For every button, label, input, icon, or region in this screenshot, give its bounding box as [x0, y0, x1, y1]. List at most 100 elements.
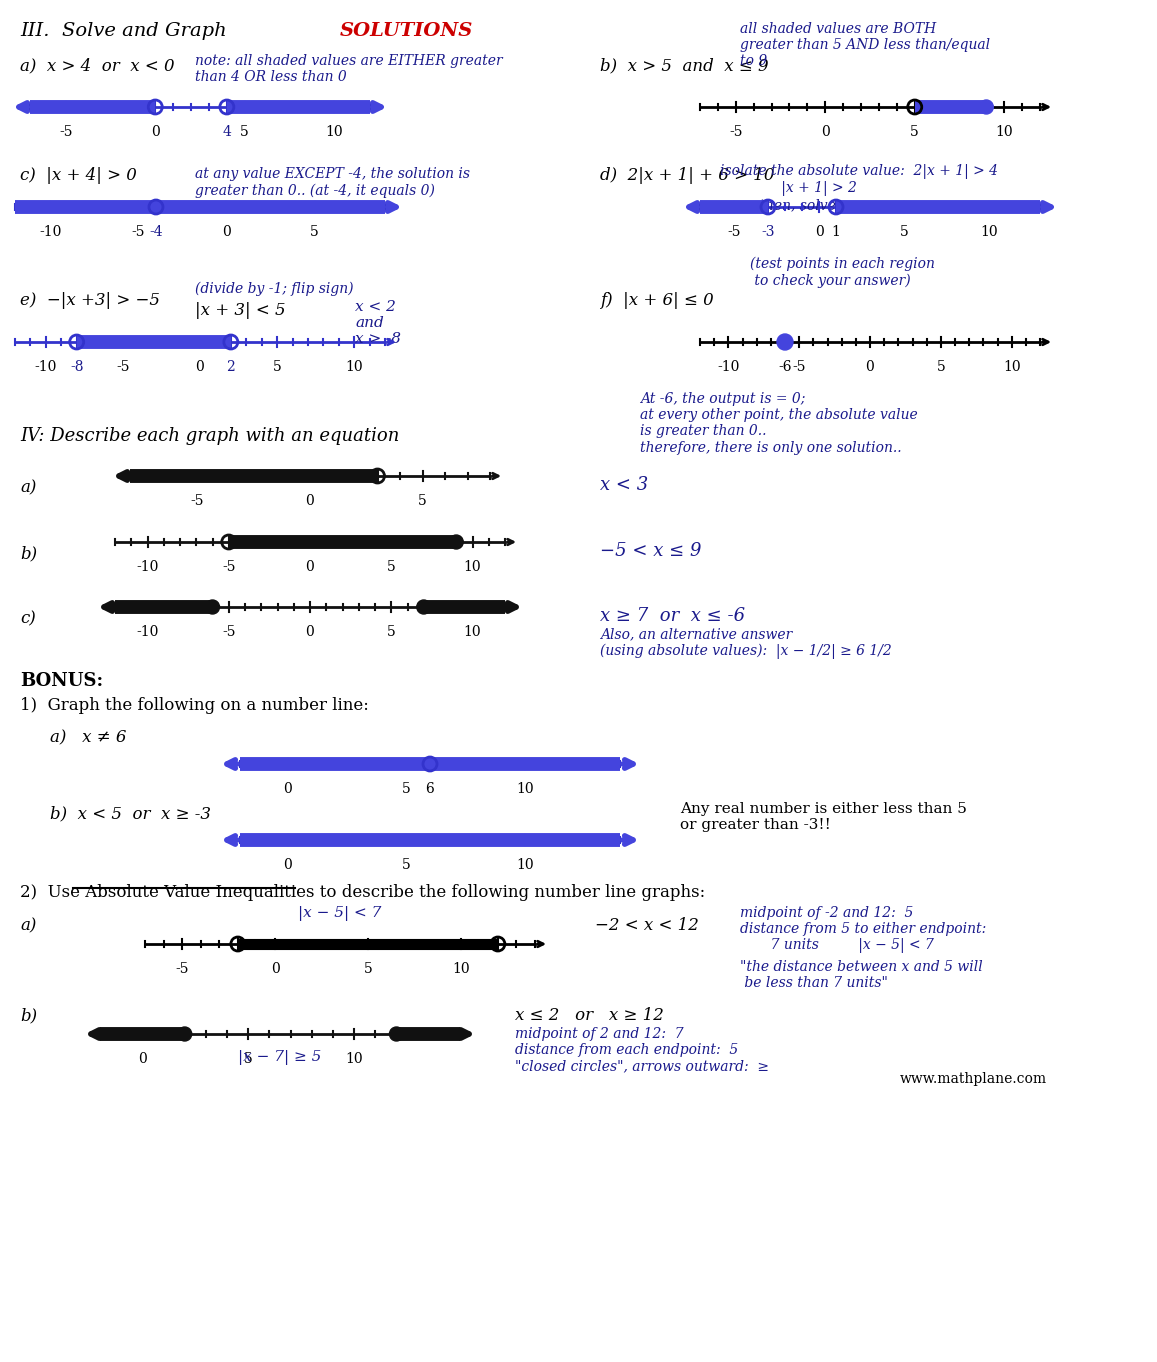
Text: 1)  Graph the following on a number line:: 1) Graph the following on a number line: — [20, 697, 369, 714]
Text: 5: 5 — [244, 1051, 252, 1066]
Text: all shaded values are BOTH
greater than 5 AND less than/equal
to 9: all shaded values are BOTH greater than … — [740, 22, 990, 68]
Text: 10: 10 — [325, 125, 342, 139]
Text: |x − 5| < 7: |x − 5| < 7 — [299, 906, 382, 921]
Text: 2: 2 — [227, 360, 235, 375]
Text: www.mathplane.com: www.mathplane.com — [900, 1072, 1047, 1086]
Text: x ≥ 7  or  x ≤ -6: x ≥ 7 or x ≤ -6 — [600, 607, 745, 625]
Text: "the distance between x and 5 will
 be less than 7 units": "the distance between x and 5 will be le… — [740, 960, 982, 990]
Text: -3: -3 — [761, 225, 775, 238]
Text: -5: -5 — [132, 225, 145, 238]
Text: BONUS:: BONUS: — [20, 671, 103, 691]
Text: −2 < x < 12: −2 < x < 12 — [595, 917, 699, 934]
Text: -5: -5 — [116, 360, 130, 375]
Text: 0: 0 — [305, 625, 315, 639]
Text: note: all shaded values are EITHER greater
than 4 OR less than 0: note: all shaded values are EITHER great… — [196, 54, 502, 84]
Text: 0: 0 — [150, 125, 160, 139]
Text: 5: 5 — [401, 782, 411, 795]
Text: 5: 5 — [386, 625, 396, 639]
Text: a)  x > 4  or  x < 0: a) x > 4 or x < 0 — [20, 57, 175, 74]
Text: 0: 0 — [865, 360, 875, 375]
Text: d)  2|x + 1| + 6 > 10: d) 2|x + 1| + 6 > 10 — [600, 168, 774, 184]
Text: Also, an alternative answer
(using absolute values):  |x − 1/2| ≥ 6 1/2: Also, an alternative answer (using absol… — [600, 627, 892, 659]
Text: 10: 10 — [464, 625, 481, 639]
Text: x < 2
and
x > -8: x < 2 and x > -8 — [355, 300, 401, 346]
Text: 5: 5 — [911, 125, 919, 139]
Text: -6: -6 — [779, 360, 791, 375]
Text: -10: -10 — [35, 360, 57, 375]
Text: 5: 5 — [273, 360, 281, 375]
Text: 5: 5 — [418, 494, 427, 508]
Circle shape — [778, 334, 793, 350]
Text: 5: 5 — [386, 560, 396, 573]
Text: 10: 10 — [516, 782, 533, 795]
Text: at any value EXCEPT -4, the solution is
greater than 0.. (at -4, it equals 0): at any value EXCEPT -4, the solution is … — [196, 168, 470, 197]
Text: isolate the absolute value:  2|x + 1| > 4
              |x + 1| > 2
         the: isolate the absolute value: 2|x + 1| > 4… — [720, 163, 998, 212]
Text: a): a) — [20, 917, 36, 934]
Text: midpoint of -2 and 12:  5
distance from 5 to either endpoint:
       7 units    : midpoint of -2 and 12: 5 distance from 5… — [740, 906, 986, 953]
Circle shape — [417, 601, 430, 614]
Text: -5: -5 — [222, 625, 236, 639]
Text: b): b) — [20, 545, 37, 563]
Text: 0: 0 — [138, 1051, 147, 1066]
Text: 0: 0 — [283, 858, 292, 872]
Text: Any real number is either less than 5
or greater than -3!!: Any real number is either less than 5 or… — [680, 802, 967, 832]
Text: a): a) — [20, 479, 36, 496]
Text: |x + 3| < 5: |x + 3| < 5 — [196, 302, 286, 319]
Text: (divide by -1; flip sign): (divide by -1; flip sign) — [196, 282, 354, 297]
Text: SOLUTIONS: SOLUTIONS — [340, 22, 473, 39]
Circle shape — [178, 1027, 192, 1041]
Text: 10: 10 — [980, 225, 997, 238]
Text: -5: -5 — [793, 360, 806, 375]
Text: -10: -10 — [39, 225, 61, 238]
Text: -4: -4 — [149, 225, 163, 238]
Text: -5: -5 — [176, 962, 189, 977]
Text: 10: 10 — [345, 360, 363, 375]
Text: 0: 0 — [222, 225, 230, 238]
Text: 10: 10 — [516, 858, 533, 872]
Text: III.  Solve and Graph: III. Solve and Graph — [20, 22, 227, 39]
Circle shape — [390, 1027, 404, 1041]
Text: IV: Describe each graph with an equation: IV: Describe each graph with an equation — [20, 428, 399, 445]
Text: At -6, the output is = 0;
at every other point, the absolute value
is greater th: At -6, the output is = 0; at every other… — [640, 392, 918, 455]
Text: 5: 5 — [363, 962, 373, 977]
Text: -5: -5 — [728, 225, 740, 238]
Text: 5: 5 — [900, 225, 908, 238]
Text: e)  −|x +3| > −5: e) −|x +3| > −5 — [20, 291, 160, 309]
Text: 0: 0 — [815, 225, 824, 238]
Text: -5: -5 — [729, 125, 743, 139]
Text: 2)  Use Absolute Value Inequalities to describe the following number line graphs: 2) Use Absolute Value Inequalities to de… — [20, 884, 706, 902]
Text: b): b) — [20, 1007, 37, 1024]
Text: 10: 10 — [1003, 360, 1020, 375]
Text: 6: 6 — [426, 782, 434, 795]
Text: -10: -10 — [137, 625, 159, 639]
Text: 5: 5 — [310, 225, 319, 238]
Circle shape — [449, 535, 463, 549]
Text: c): c) — [20, 610, 36, 627]
Text: 0: 0 — [196, 360, 205, 375]
Text: 0: 0 — [271, 962, 279, 977]
Text: -8: -8 — [69, 360, 83, 375]
Text: -10: -10 — [137, 560, 159, 573]
Text: -10: -10 — [717, 360, 739, 375]
Text: a)   x ≠ 6: a) x ≠ 6 — [50, 729, 126, 746]
Text: -5: -5 — [59, 125, 73, 139]
Circle shape — [206, 601, 220, 614]
Text: x < 3: x < 3 — [600, 475, 648, 494]
Text: f)  |x + 6| ≤ 0: f) |x + 6| ≤ 0 — [600, 291, 714, 309]
Text: |x − 7| ≥ 5: |x − 7| ≥ 5 — [238, 1050, 322, 1065]
Text: -5: -5 — [222, 560, 236, 573]
Text: 0: 0 — [305, 494, 315, 508]
Text: 10: 10 — [995, 125, 1014, 139]
Text: midpoint of 2 and 12:  7
distance from each endpoint:  5
"closed circles", arrow: midpoint of 2 and 12: 7 distance from ea… — [515, 1027, 769, 1073]
Text: 1: 1 — [832, 225, 840, 238]
Text: 4: 4 — [222, 125, 231, 139]
Text: 10: 10 — [452, 962, 470, 977]
Text: b)  x < 5  or  x ≥ -3: b) x < 5 or x ≥ -3 — [50, 805, 211, 823]
Text: b)  x > 5  and  x ≤ 9: b) x > 5 and x ≤ 9 — [600, 57, 768, 74]
Text: 10: 10 — [345, 1051, 363, 1066]
Text: 0: 0 — [283, 782, 292, 795]
Text: -5: -5 — [191, 494, 205, 508]
Text: c)  |x + 4| > 0: c) |x + 4| > 0 — [20, 168, 137, 184]
Text: 5: 5 — [241, 125, 249, 139]
Text: 0: 0 — [305, 560, 315, 573]
